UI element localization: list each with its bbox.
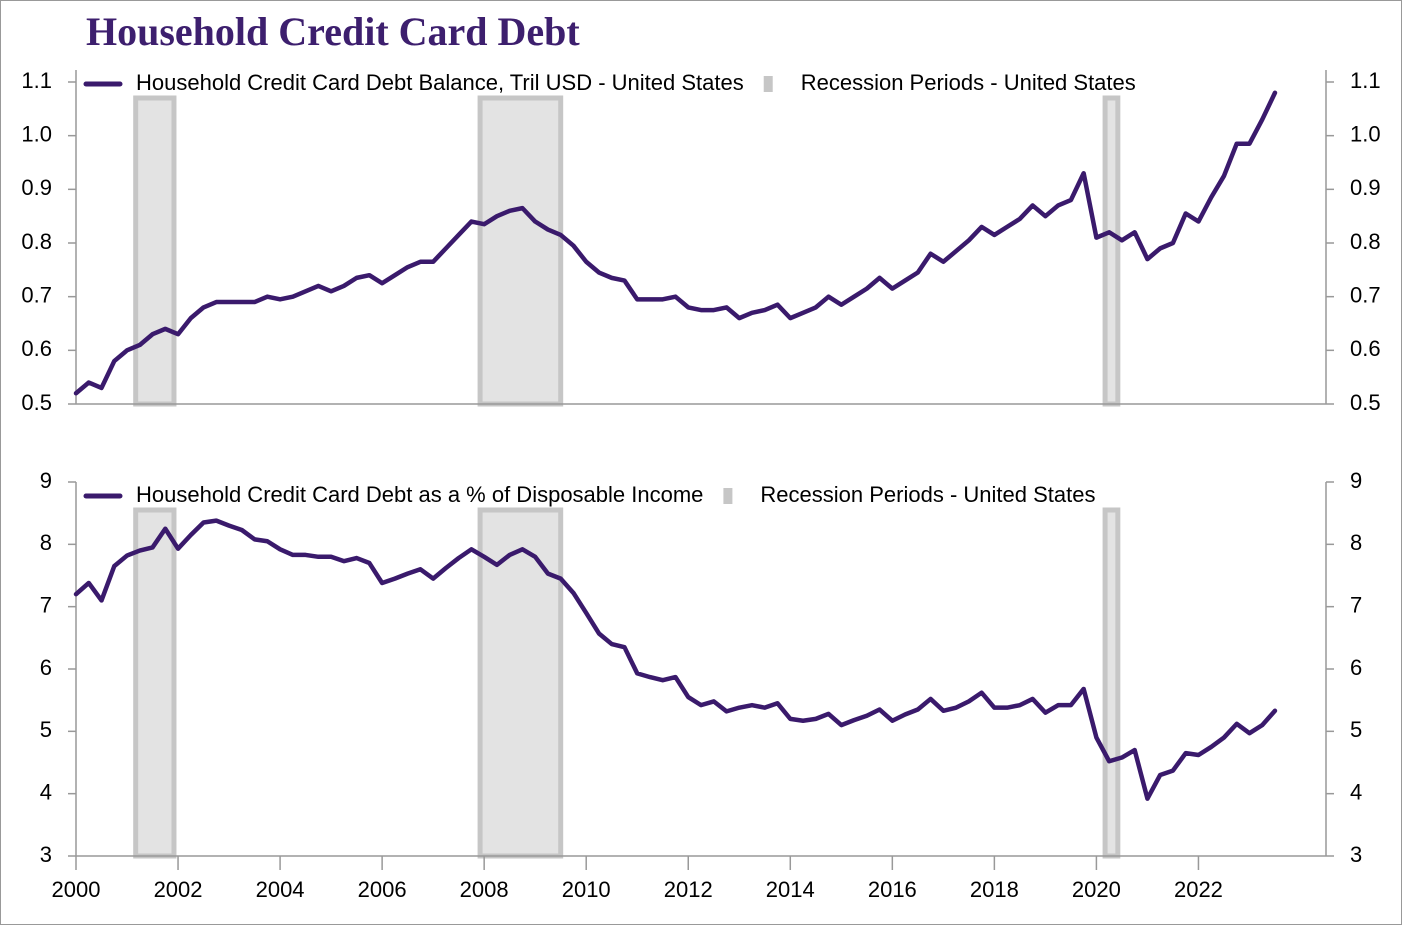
y-tick-label-right: 1.1: [1350, 68, 1381, 93]
x-tick-label: 2006: [358, 877, 407, 902]
y-tick-label-left: 7: [40, 592, 52, 617]
x-tick-label: 2008: [460, 877, 509, 902]
recession-band: [133, 95, 177, 407]
x-tick-label: 2000: [52, 877, 101, 902]
y-tick-label-right: 0.5: [1350, 390, 1381, 415]
y-tick-label-right: 5: [1350, 717, 1362, 742]
recession-band: [1102, 95, 1121, 407]
y-tick-label-right: 3: [1350, 842, 1362, 867]
x-tick-label: 2022: [1174, 877, 1223, 902]
y-tick-label-left: 9: [40, 468, 52, 493]
recession-band: [1102, 507, 1121, 859]
y-tick-label-right: 0.7: [1350, 282, 1381, 307]
y-tick-label-left: 1.0: [21, 121, 52, 146]
y-tick-label-left: 1.1: [21, 68, 52, 93]
y-tick-label-right: 6: [1350, 655, 1362, 680]
x-tick-label: 2014: [766, 877, 815, 902]
y-tick-label-right: 1.0: [1350, 121, 1381, 146]
chart-title: Household Credit Card Debt: [86, 9, 580, 54]
legend-swatch: [763, 76, 773, 92]
y-tick-label-right: 0.9: [1350, 175, 1381, 200]
y-tick-label-left: 0.8: [21, 229, 52, 254]
y-tick-label-right: 0.8: [1350, 229, 1381, 254]
y-tick-label-right: 4: [1350, 779, 1362, 804]
x-tick-label: 2012: [664, 877, 713, 902]
x-tick-label: 2002: [154, 877, 203, 902]
x-tick-label: 2010: [562, 877, 611, 902]
y-tick-label-right: 9: [1350, 468, 1362, 493]
y-tick-label-left: 0.7: [21, 282, 52, 307]
x-tick-label: 2018: [970, 877, 1019, 902]
x-tick-label: 2016: [868, 877, 917, 902]
legend-label: Household Credit Card Debt as a % of Dis…: [136, 482, 703, 507]
y-tick-label-left: 0.5: [21, 390, 52, 415]
x-tick-label: 2020: [1072, 877, 1121, 902]
y-tick-label-left: 8: [40, 530, 52, 555]
y-tick-label-left: 0.9: [21, 175, 52, 200]
y-tick-label-left: 0.6: [21, 336, 52, 361]
y-tick-label-right: 8: [1350, 530, 1362, 555]
series-line: [73, 90, 1278, 396]
y-tick-label-left: 3: [40, 842, 52, 867]
series-line: [73, 518, 1278, 801]
y-tick-label-right: 7: [1350, 592, 1362, 617]
y-tick-label-left: 5: [40, 717, 52, 742]
x-tick-label: 2004: [256, 877, 305, 902]
legend-label: Household Credit Card Debt Balance, Tril…: [136, 70, 744, 95]
y-tick-label-right: 0.6: [1350, 336, 1381, 361]
legend-label: Recession Periods - United States: [760, 482, 1095, 507]
recession-band: [133, 507, 177, 859]
y-tick-label-left: 6: [40, 655, 52, 680]
legend-swatch: [723, 488, 733, 504]
recession-band: [477, 95, 564, 407]
legend-label: Recession Periods - United States: [801, 70, 1136, 95]
y-tick-label-left: 4: [40, 779, 52, 804]
